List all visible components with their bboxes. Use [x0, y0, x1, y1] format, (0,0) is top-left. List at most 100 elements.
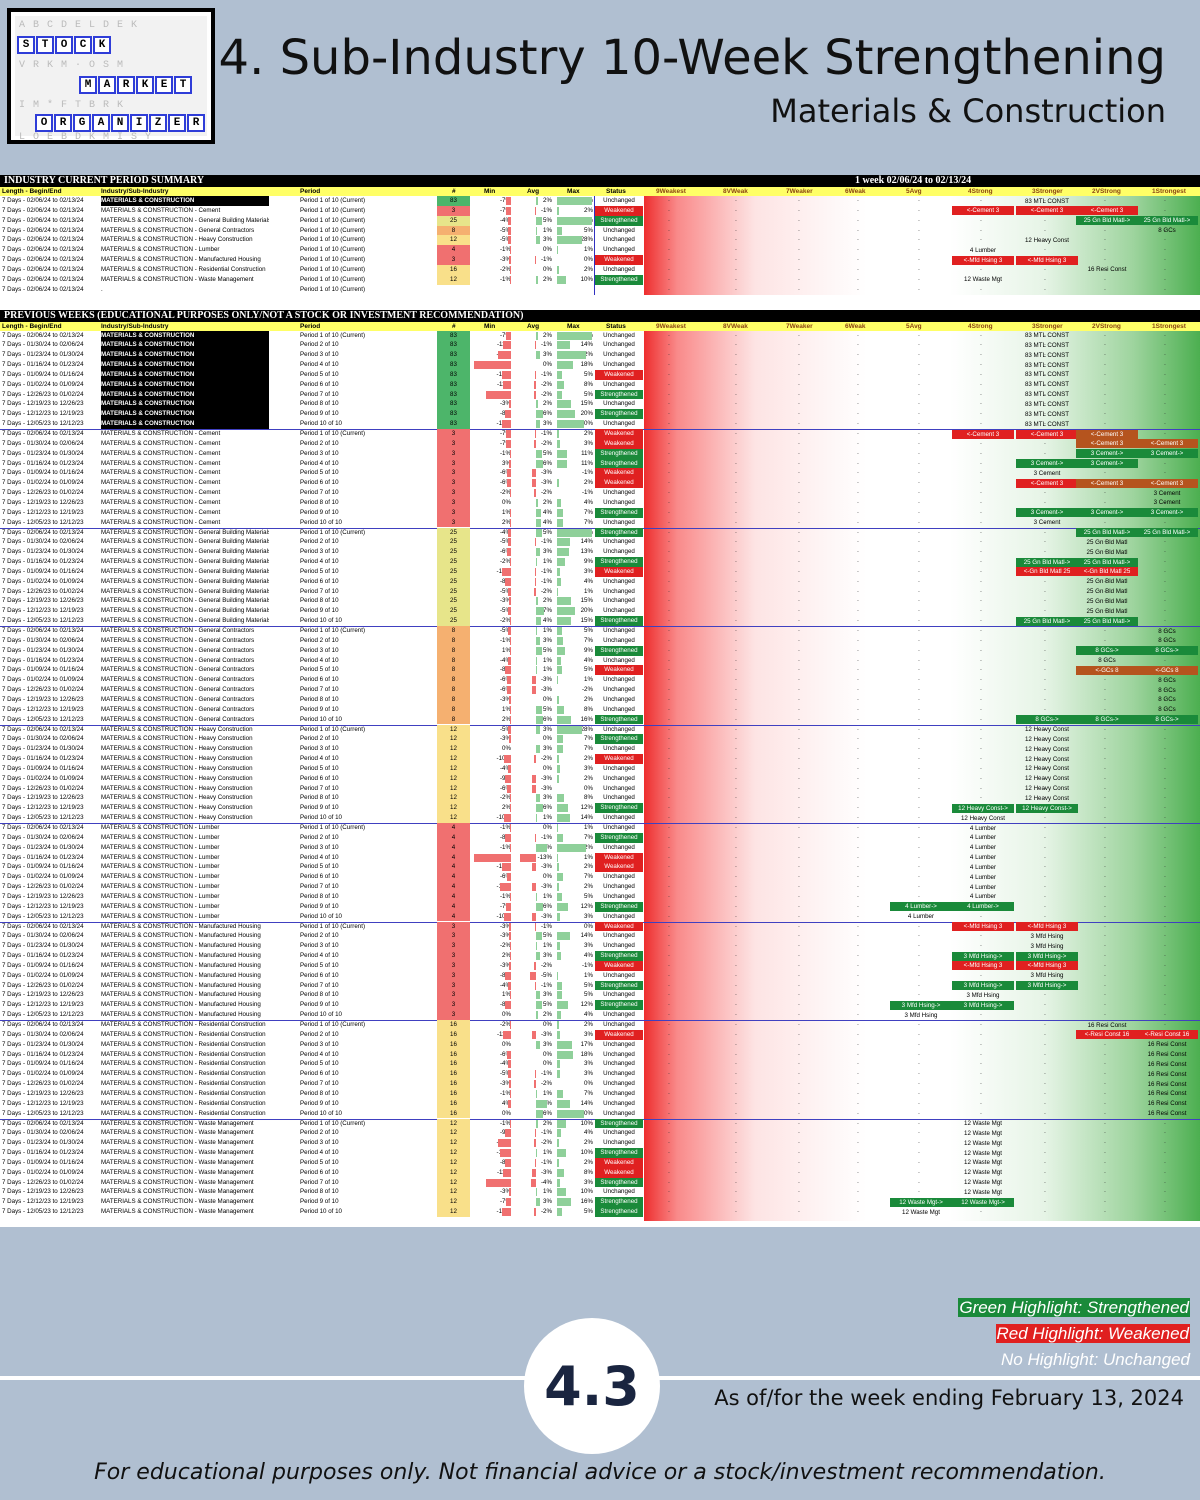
legend-unchanged-text: No Highlight: Unchanged	[1000, 1350, 1190, 1369]
row-count: 3	[437, 960, 470, 971]
row-count: 4	[437, 832, 470, 843]
scale-tag: 12 Waste Mgt	[964, 1120, 1002, 1127]
row-status: Unchanged	[603, 883, 635, 891]
scale-tag: <-GCs 8	[1136, 665, 1198, 675]
scale-tag: 8 GCs->	[1136, 715, 1198, 725]
scale-dot: .	[798, 823, 800, 830]
row-industry: MATERIALS & CONSTRUCTION - Residential C…	[101, 1050, 266, 1058]
scale-dot: .	[798, 645, 800, 653]
scale-dot: .	[857, 852, 859, 860]
row-max: 7%	[555, 1089, 595, 1099]
scale-dot: .	[918, 537, 920, 545]
table-row: 7 Days - 12/05/23 to 12/12/23 MATERIALS &…	[0, 714, 644, 725]
row-count: 8	[437, 665, 470, 676]
scale-dot: .	[1044, 990, 1046, 998]
scale-tag: 8 GCs	[1158, 227, 1176, 235]
scale-dot: .	[857, 1039, 859, 1047]
row-max: 7%	[555, 734, 595, 744]
row-count: 16	[437, 1039, 470, 1050]
scale-dot: .	[798, 1059, 800, 1067]
row-length: 7 Days - 12/05/23 to 12/12/23	[2, 617, 84, 625]
table-row: 7 Days - 02/06/24 to 02/13/24 MATERIALS &…	[0, 205, 644, 216]
max-bar	[557, 745, 564, 754]
row-period: Period 8 of 10	[300, 892, 339, 900]
scale-tag: <-GCs 8	[1076, 665, 1138, 675]
scale-dot: .	[798, 852, 800, 860]
row-max: 3%	[555, 567, 595, 577]
scale-dot: .	[735, 399, 737, 407]
max-bar	[557, 508, 564, 517]
row-period: Period 1 of 10 (Current)	[300, 331, 365, 339]
row-status: Unchanged	[603, 932, 635, 940]
row-max: 11%	[555, 449, 595, 459]
avg-bar	[533, 1139, 536, 1148]
max-bar	[557, 1030, 560, 1039]
row-status: Strengthened	[595, 901, 643, 912]
scale-dot: .	[1044, 675, 1046, 683]
max-bar	[557, 587, 558, 596]
scale-dot: .	[1104, 911, 1106, 919]
scale-dot: .	[668, 655, 670, 663]
min-bar	[507, 607, 511, 616]
scale-dot: .	[1164, 744, 1166, 752]
row-avg: 3%	[514, 725, 554, 735]
row-max: 2%	[555, 754, 595, 764]
scale-dot: .	[980, 399, 982, 407]
legend-weakened-text: Red Highlight: Weakened	[995, 1324, 1190, 1343]
min-bar	[508, 528, 511, 537]
avg-bar	[536, 725, 540, 734]
as-of-date: As of/for the week ending February 13, 2…	[714, 1386, 1184, 1410]
scale-dot: .	[980, 586, 982, 594]
row-period: Period 10 of 10	[300, 617, 342, 625]
scale-dot: .	[1104, 284, 1106, 292]
scale-tag: 3 Mfd Hsing->	[952, 981, 1014, 991]
scale-dot: .	[1044, 196, 1046, 203]
row-max: 2%	[555, 1138, 595, 1148]
scale-dot: .	[1044, 517, 1046, 525]
row-industry: MATERIALS & CONSTRUCTION - Lumber	[101, 912, 220, 920]
avg-bar	[520, 853, 536, 862]
row-length: 7 Days - 01/16/24 to 01/23/24	[2, 459, 84, 467]
row-max: 2%	[555, 478, 595, 488]
max-bar	[557, 246, 558, 255]
scale-header: 6Weak	[845, 188, 866, 195]
table-row: 7 Days - 01/30/24 to 02/06/24 MATERIALS &…	[0, 340, 644, 351]
scale-dot: .	[1044, 1059, 1046, 1067]
scale-dot: .	[980, 773, 982, 781]
row-max: 12%	[555, 902, 595, 912]
logo-letter: S	[17, 36, 35, 54]
row-min: -11%	[473, 380, 513, 390]
scale-dot: .	[668, 255, 670, 263]
scale-dot: .	[1164, 369, 1166, 377]
row-min: -2%	[499, 558, 511, 567]
scale-tag: 3 Mfd Hsing->	[952, 951, 1014, 961]
scale-dot: .	[857, 205, 859, 213]
scale-dot: .	[1044, 832, 1046, 840]
row-period: Period 2 of 10	[300, 636, 339, 644]
row-period: Period 10 of 10	[300, 814, 342, 822]
scale-dot: .	[857, 215, 859, 223]
scale-dot: .	[1104, 862, 1106, 870]
scale-dot: .	[1164, 960, 1166, 968]
row-industry: MATERIALS & CONSTRUCTION - Cement	[101, 469, 221, 477]
scale-dot: .	[980, 1049, 982, 1057]
column-header: Industry/Sub-Industry	[101, 322, 169, 330]
min-bar	[508, 216, 511, 225]
row-length: 7 Days - 12/05/23 to 12/12/23	[2, 518, 84, 526]
scale-dot: .	[668, 951, 670, 959]
row-min: -3%	[499, 961, 511, 970]
scale-dot: .	[735, 891, 737, 899]
scale-tag: 16 Resi Const	[1147, 1080, 1187, 1088]
scale-dot: .	[918, 951, 920, 959]
logo-letter: I	[130, 114, 148, 132]
row-min: -11%	[473, 1030, 513, 1040]
row-length: 7 Days - 01/16/24 to 01/23/24	[2, 1050, 84, 1058]
row-period: Period 1 of 10 (Current)	[300, 725, 365, 733]
row-count: 4	[437, 891, 470, 902]
row-avg: -4%	[514, 1178, 554, 1188]
row-status: Strengthened	[595, 527, 643, 538]
scale-dot: .	[798, 990, 800, 998]
column-header: Min	[484, 188, 496, 195]
scale-dot: .	[857, 744, 859, 752]
row-avg: 6%	[514, 459, 554, 469]
